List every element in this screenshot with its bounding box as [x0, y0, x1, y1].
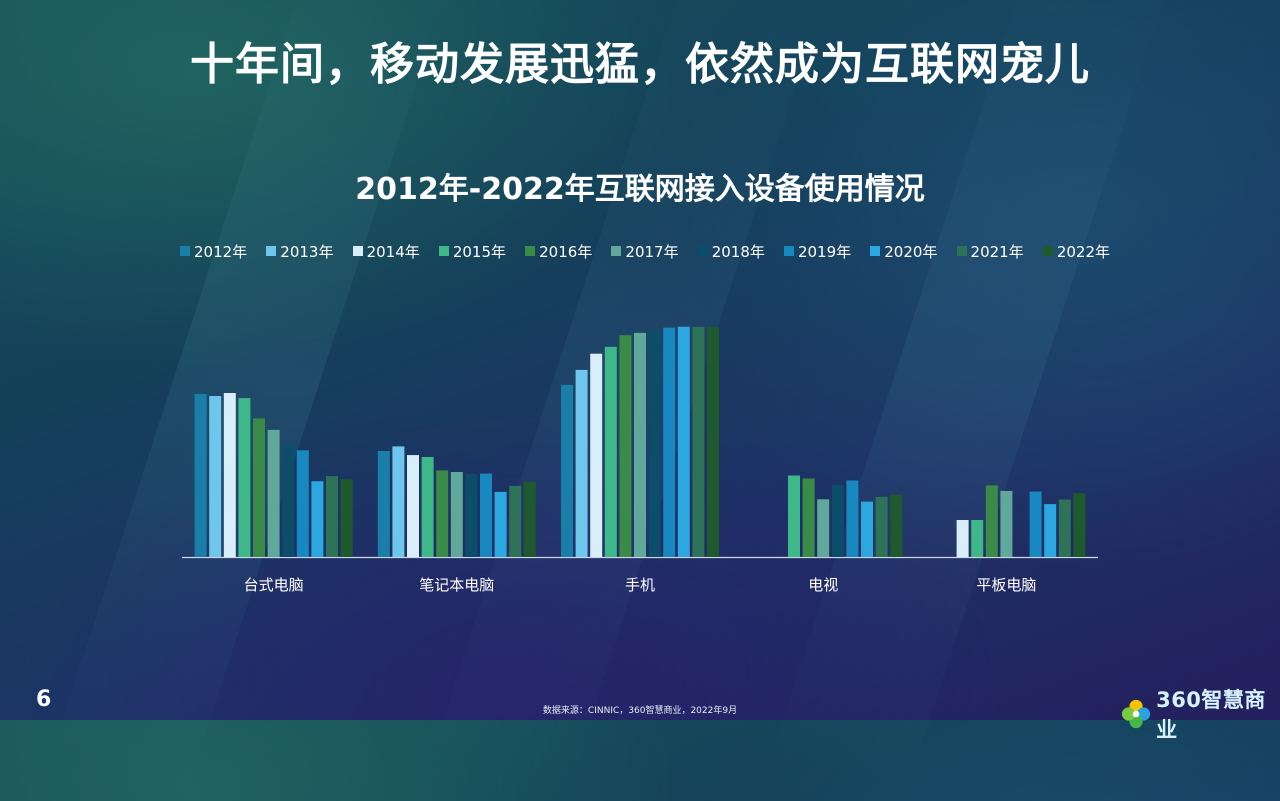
bar — [890, 494, 903, 557]
bar — [985, 485, 998, 557]
bar — [1044, 504, 1057, 557]
bar — [509, 485, 522, 557]
legend-swatch — [783, 246, 794, 256]
bar — [1029, 491, 1042, 557]
bar — [253, 418, 265, 557]
bar — [494, 491, 507, 557]
pinwheel-logo-icon — [1121, 699, 1151, 729]
legend-swatch — [266, 246, 277, 256]
legend-label: 2017年 — [625, 242, 679, 261]
legend-swatch — [870, 246, 881, 256]
chart-title: 2012年-2022年互联网接入设备使用情况 — [355, 172, 925, 207]
legend-item: 2012年 — [180, 241, 247, 262]
page-number: 6 — [36, 687, 52, 712]
legend-item: 2022年 — [1042, 241, 1110, 262]
bar — [875, 496, 888, 557]
legend-label: 2020年 — [884, 242, 938, 261]
bar — [326, 476, 338, 557]
bar — [421, 457, 434, 557]
bar — [436, 470, 449, 557]
bar — [861, 501, 873, 557]
bar — [392, 446, 405, 557]
bar — [817, 499, 830, 558]
bar — [971, 520, 984, 557]
bar — [831, 484, 844, 557]
legend-item: 2020年 — [870, 241, 937, 262]
legend-item: 2019年 — [783, 241, 852, 262]
bar — [648, 329, 661, 557]
legend-label: 2021年 — [970, 242, 1024, 261]
bar — [450, 472, 463, 557]
legend-swatch — [1042, 246, 1053, 256]
bar — [692, 326, 705, 557]
legend-label: 2019年 — [797, 242, 852, 261]
legend-item: 2014年 — [352, 241, 420, 262]
legend-label: 2018年 — [711, 242, 765, 261]
legend-swatch — [180, 246, 190, 256]
legend-label: 2022年 — [1056, 242, 1110, 261]
chart-legend: 2012年 2013年 2014年 2015年 2016年 2017年 2018年 2019年… — [180, 240, 1110, 262]
x-tick-label: 笔记本电脑 — [419, 576, 494, 594]
legend-swatch — [956, 246, 967, 256]
bar — [194, 393, 207, 557]
legend-label: 2012年 — [194, 242, 248, 261]
bar — [619, 335, 632, 557]
source-note: 数据来源：CINNIC，360智慧商业，2022年9月 — [542, 706, 738, 716]
legend-swatch — [438, 246, 449, 256]
bar — [523, 481, 536, 557]
brand-logo: 360智慧商业 — [1120, 684, 1280, 744]
bar — [561, 384, 573, 557]
bar — [296, 450, 309, 557]
bar — [209, 396, 222, 557]
bar — [480, 473, 492, 557]
bar — [846, 480, 859, 557]
bar — [802, 478, 815, 557]
bar — [956, 520, 969, 557]
legend-item: 2016年 — [525, 241, 592, 262]
bar-chart: 台式电脑 笔记本电脑 手机 电视 平板电脑 — [182, 326, 1098, 594]
legend-swatch — [697, 246, 708, 256]
legend-item: 2015年 — [438, 241, 507, 262]
x-tick-label: 手机 — [625, 576, 655, 594]
bar — [465, 474, 478, 557]
bar — [590, 353, 603, 557]
legend-item: 2017年 — [611, 241, 679, 262]
bar — [663, 327, 676, 557]
x-tick-label: 平板电脑 — [976, 576, 1036, 594]
legend-label: 2013年 — [280, 242, 334, 261]
legend-swatch — [352, 246, 363, 256]
bar — [788, 475, 800, 557]
bar — [267, 429, 280, 557]
bar — [311, 481, 324, 557]
bar — [238, 398, 251, 557]
legend-item: 2013年 — [266, 241, 333, 262]
bar — [677, 326, 690, 557]
bar — [604, 346, 617, 557]
bar — [634, 332, 646, 557]
bar — [1000, 490, 1013, 557]
legend-label: 2016年 — [539, 242, 593, 261]
legend-label: 2014年 — [366, 242, 420, 261]
bar — [575, 369, 588, 557]
logo-text: 360智慧商业 — [1156, 688, 1266, 742]
x-tick-label: 电视 — [808, 576, 838, 594]
legend-label: 2015年 — [452, 242, 507, 261]
bar — [340, 479, 353, 557]
legend-item: 2021年 — [956, 241, 1024, 262]
bar — [707, 326, 719, 557]
x-tick-label: 台式电脑 — [244, 576, 304, 594]
bar — [1073, 493, 1086, 557]
legend-item: 2018年 — [697, 241, 765, 262]
bar — [223, 393, 236, 557]
legend-swatch — [611, 246, 622, 256]
bar — [407, 455, 419, 557]
legend-swatch — [525, 246, 536, 256]
bar — [282, 445, 295, 557]
bar — [377, 451, 390, 557]
page-title: 十年间，移动发展迅猛，依然成为互联网宠儿 — [190, 39, 1090, 90]
bar — [1058, 499, 1071, 557]
